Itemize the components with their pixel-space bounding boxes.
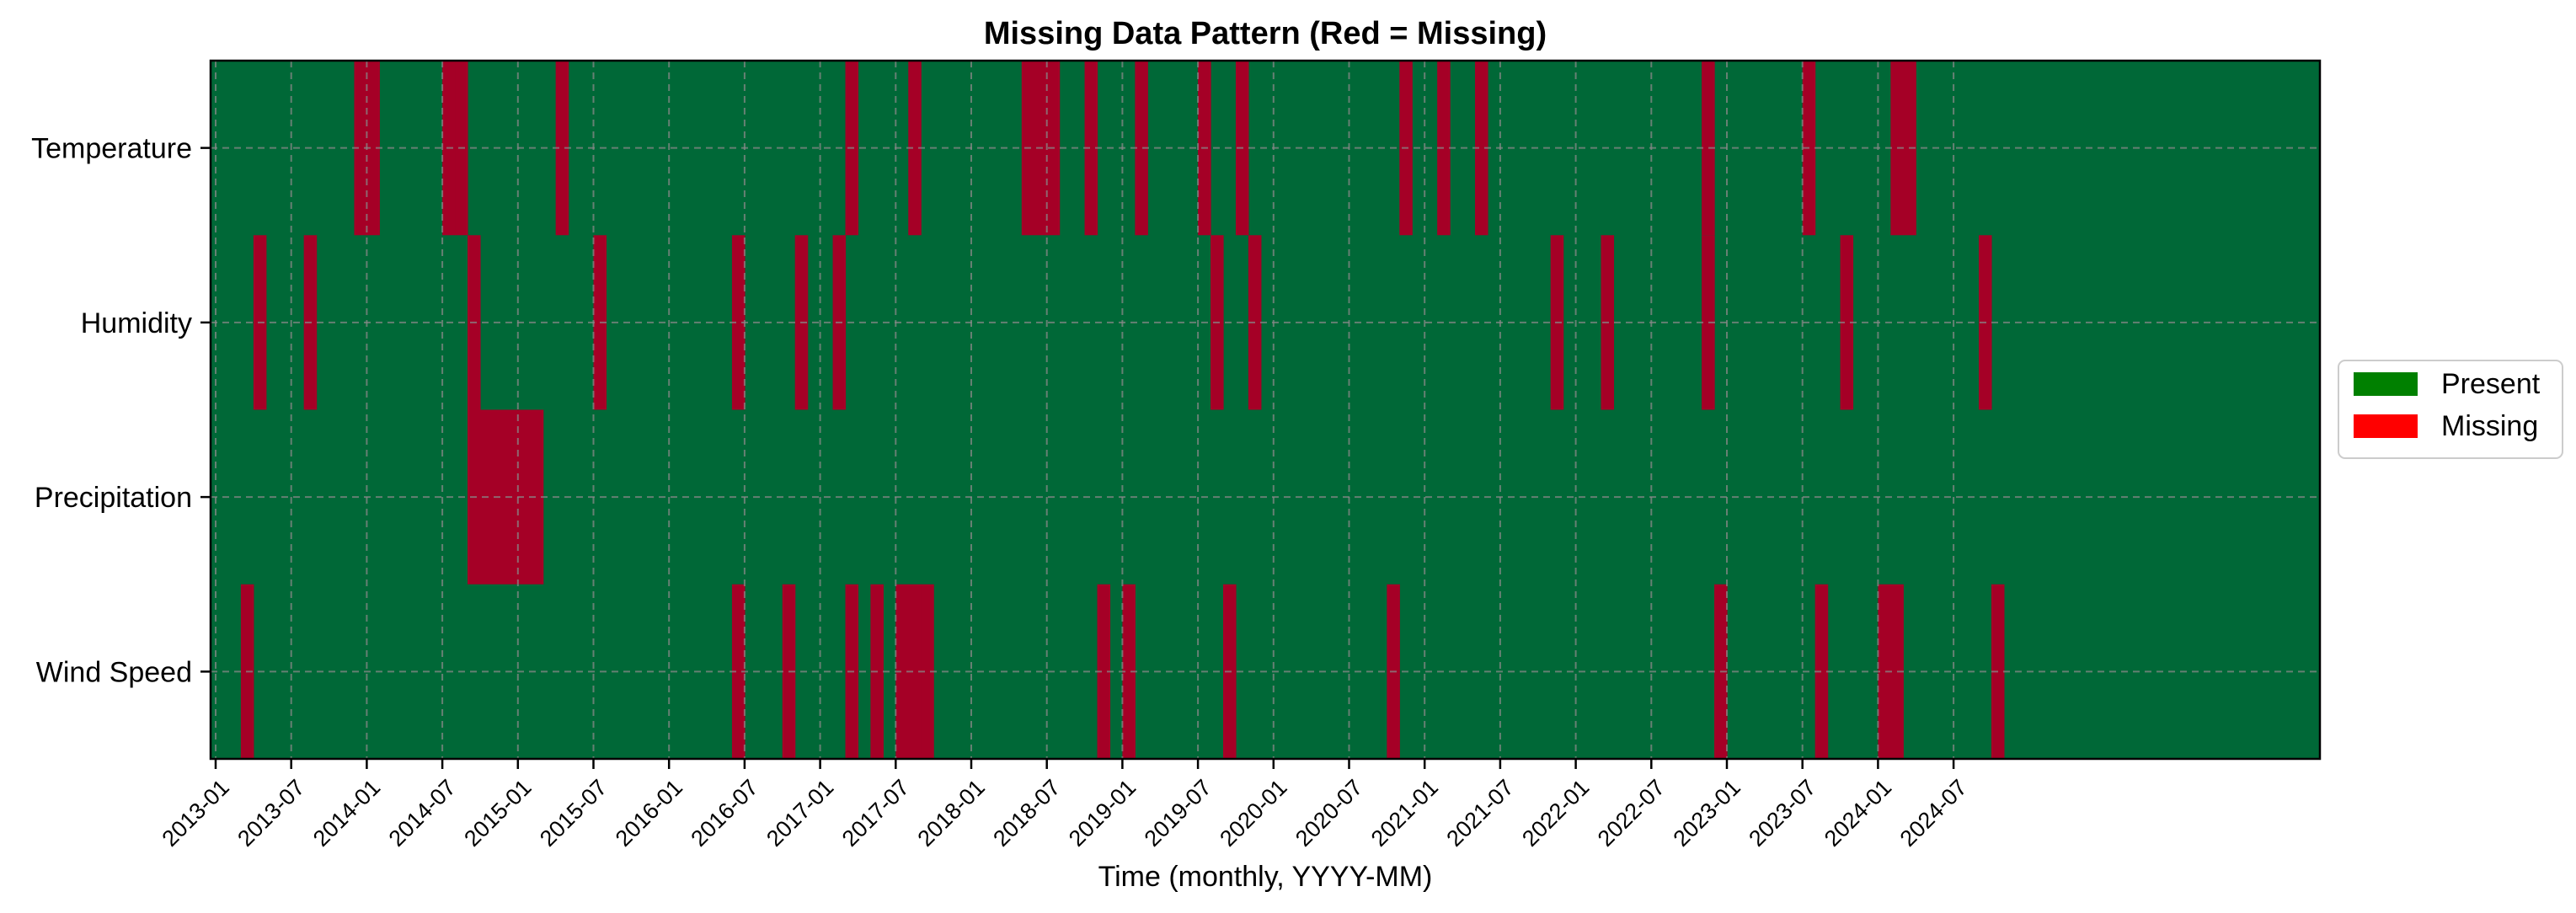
y-tick-label: Humidity xyxy=(81,307,192,339)
missing-cell xyxy=(1097,584,1111,759)
missing-cell xyxy=(555,61,569,236)
missing-cell xyxy=(354,61,367,236)
missing-cell xyxy=(1702,235,1715,410)
chart-title: Missing Data Pattern (Red = Missing) xyxy=(984,16,1547,51)
missing-cell xyxy=(1122,584,1136,759)
legend-swatch-missing xyxy=(2354,414,2418,438)
plot-frame xyxy=(209,59,2322,761)
missing-cell xyxy=(731,584,746,759)
missing-cell xyxy=(1084,61,1098,236)
missing-cell xyxy=(731,235,746,410)
missing-cell xyxy=(517,409,532,585)
y-tick-label: Wind Speed xyxy=(36,656,192,688)
missing-cell xyxy=(1475,61,1488,236)
missing-cell xyxy=(1814,584,1829,759)
legend-label-missing: Missing xyxy=(2441,410,2538,442)
legend-items: Present Missing xyxy=(2354,368,2541,442)
missing-cell xyxy=(1135,61,1148,236)
missing-cell xyxy=(908,584,922,759)
missing-cell xyxy=(366,61,380,236)
legend-swatch-present xyxy=(2354,372,2418,396)
y-axis: Temperature Humidity Precipitation Wind Spe… xyxy=(31,133,211,688)
missing-cell xyxy=(1840,235,1854,410)
legend: Present Missing xyxy=(2338,360,2563,459)
missing-cell xyxy=(895,584,909,759)
legend-label-present: Present xyxy=(2441,368,2541,400)
missing-cell xyxy=(530,409,544,585)
y-tick-label: Temperature xyxy=(31,133,192,165)
grid-lines xyxy=(211,61,2320,759)
x-axis-label: Time (monthly, YYYY-MM) xyxy=(1098,861,1433,893)
missing-cell xyxy=(921,584,934,759)
missing-cell xyxy=(908,61,922,236)
missing-cell xyxy=(1878,584,1891,759)
heatmap-cells xyxy=(211,61,2320,759)
y-tick-label: Precipitation xyxy=(35,482,192,514)
missing-cell xyxy=(1702,61,1715,236)
